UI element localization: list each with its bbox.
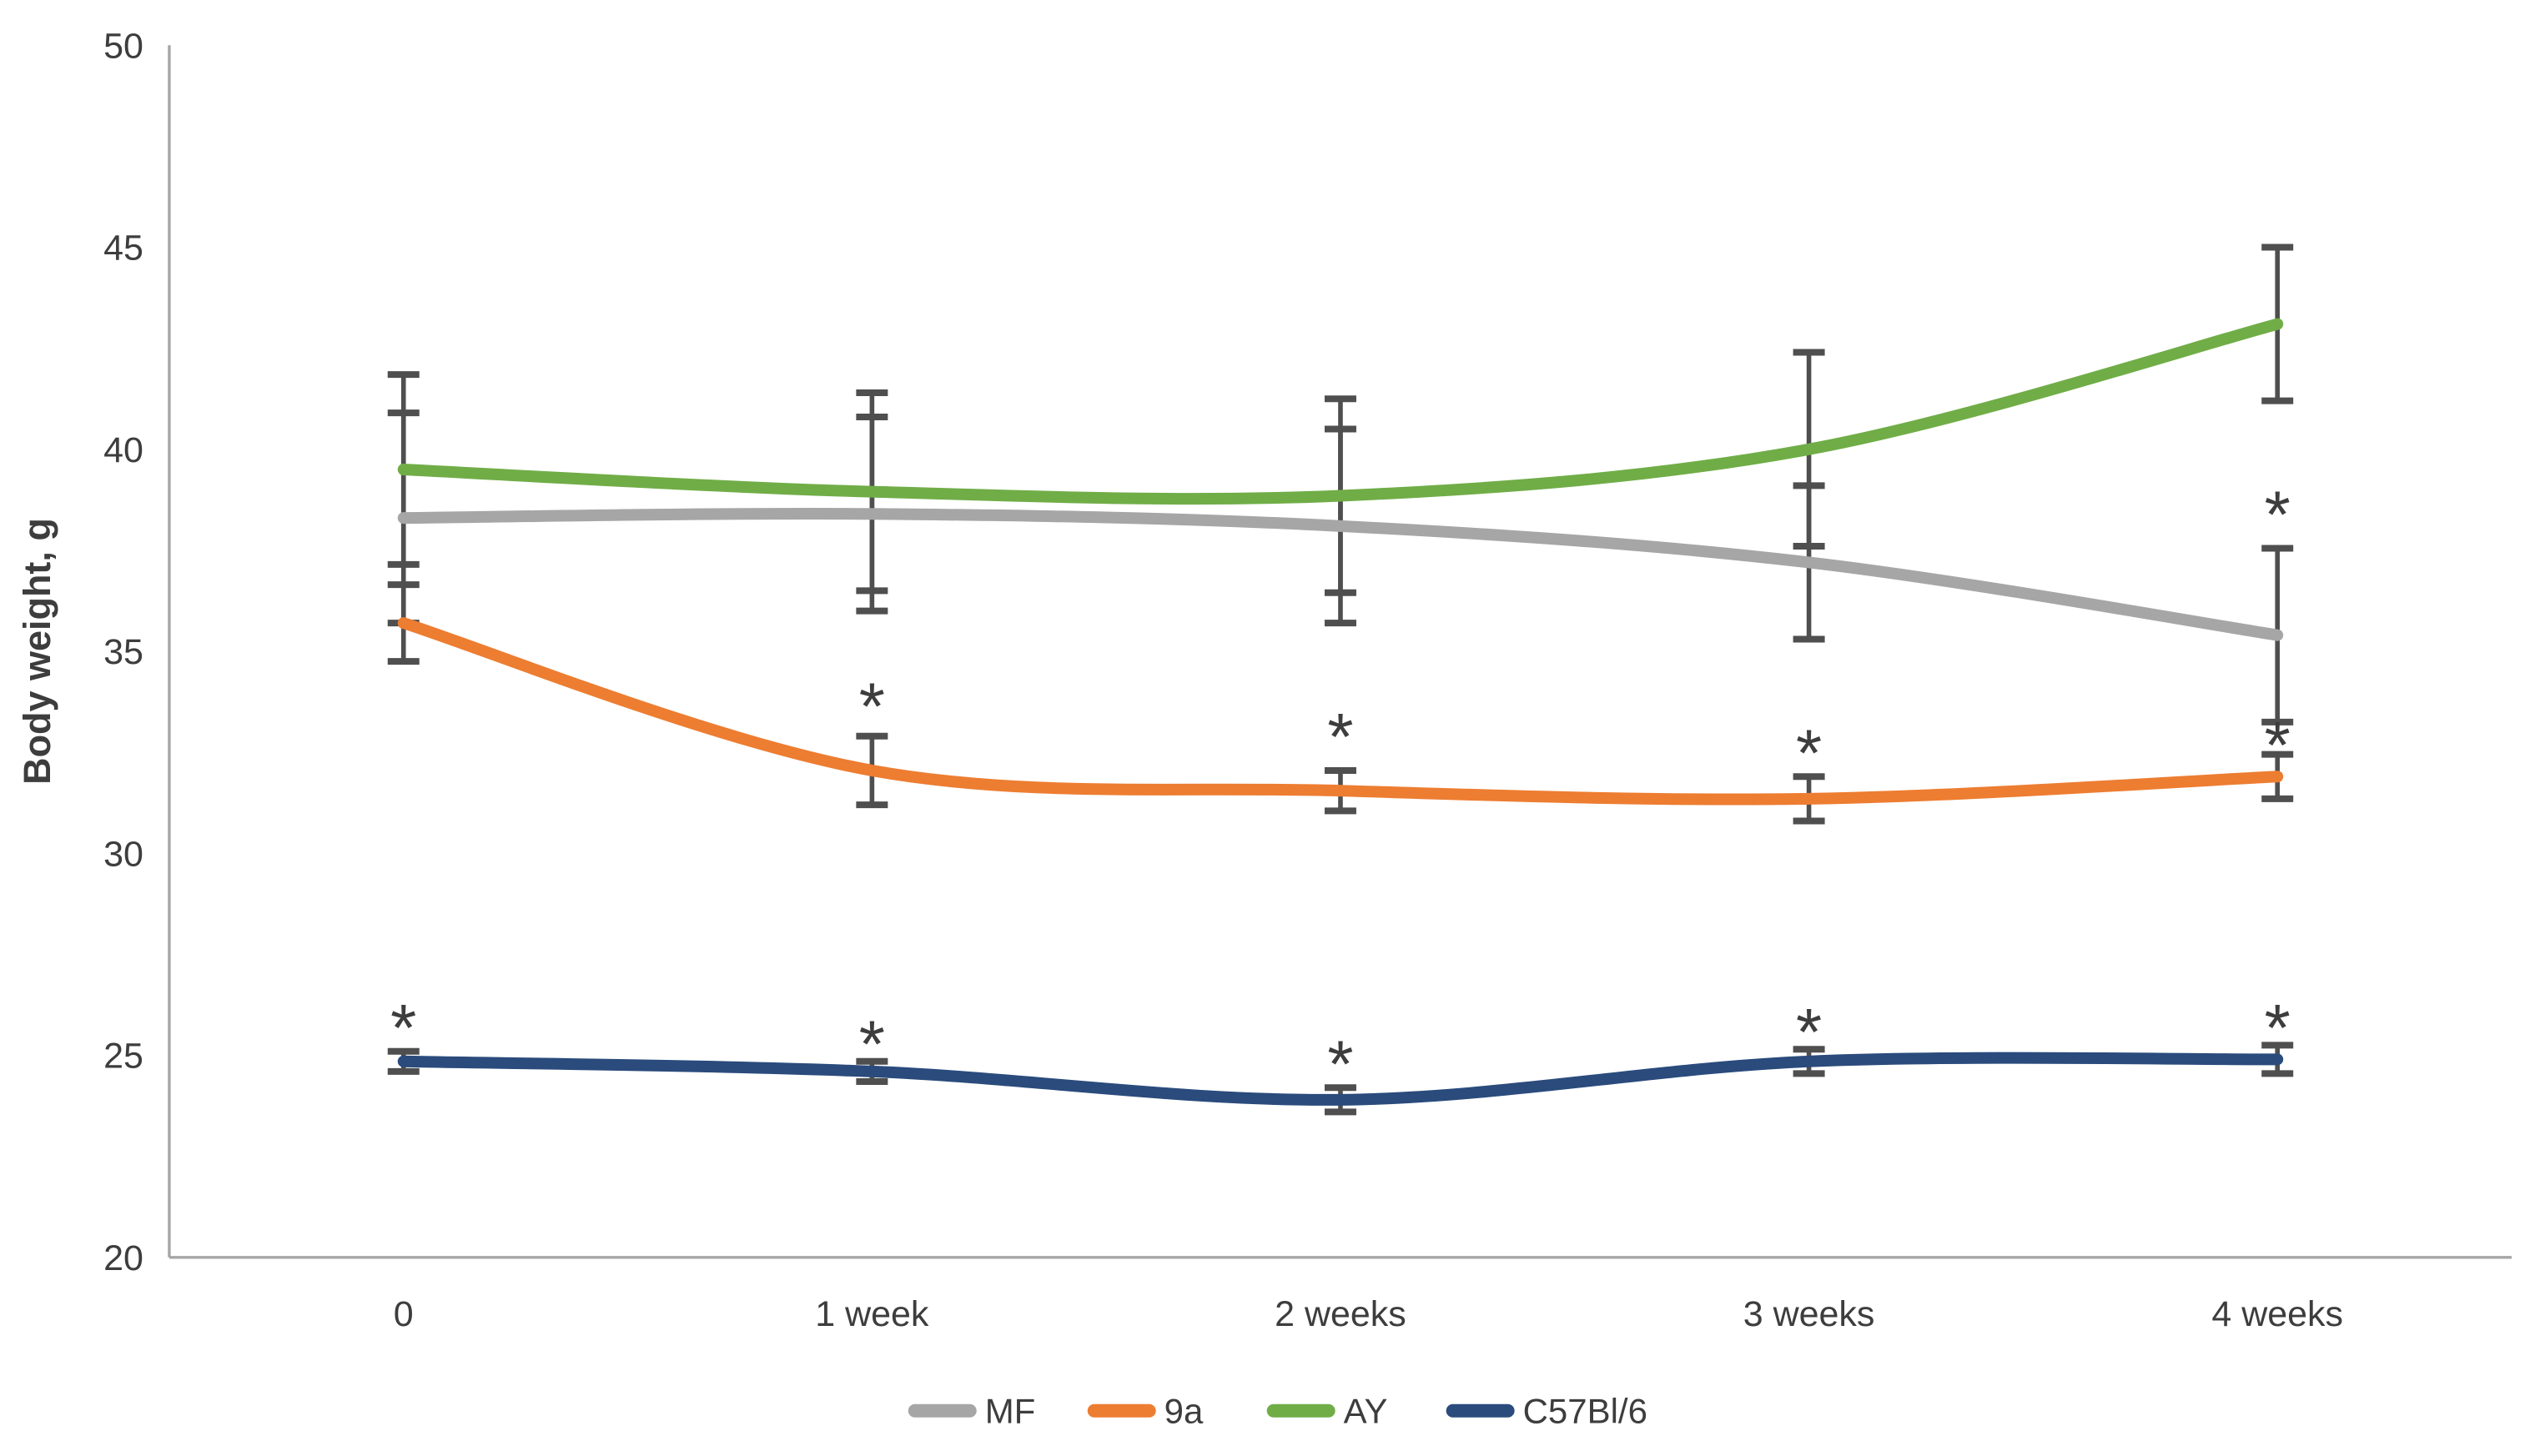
significance-asterisk: * [1796, 715, 1822, 790]
significance-asterisk: * [2265, 991, 2291, 1065]
x-axis-label: 0 [394, 1294, 414, 1334]
significance-marks: * * * * * * * * * * [390, 478, 2291, 1102]
series-line-AY [397, 318, 2284, 505]
legend-label: 9a [1164, 1392, 1204, 1431]
series-line-MF [397, 508, 2284, 641]
y-tick-label: 40 [103, 430, 143, 470]
y-tick-label: 45 [103, 228, 143, 269]
significance-asterisk: * [2265, 478, 2291, 552]
legend: MF 9a AY C57Bl/6 [908, 1392, 1647, 1431]
series-line-9a [397, 617, 2284, 806]
y-tick-label: 25 [103, 1037, 143, 1077]
x-axis-label: 1 week [815, 1294, 929, 1334]
x-axis-labels: 0 1 week 2 weeks 3 weeks 4 weeks [394, 1294, 2343, 1334]
legend-item-AY: AY [1266, 1392, 1388, 1431]
x-axis-label: 4 weeks [2211, 1294, 2343, 1334]
legend-label: MF [985, 1392, 1036, 1431]
significance-asterisk: * [1327, 700, 1353, 774]
significance-asterisk: * [2265, 708, 2291, 782]
significance-asterisk: * [1796, 995, 1822, 1069]
significance-asterisk: * [390, 991, 416, 1065]
legend-item-C57Bl/6: C57Bl/6 [1446, 1392, 1647, 1431]
significance-asterisk: * [859, 670, 885, 744]
y-tick-label: 20 [103, 1238, 143, 1278]
y-axis-title: Body weight, g [16, 518, 58, 785]
y-axis-tick-labels: 50 45 40 35 30 25 20 [103, 26, 143, 1278]
significance-asterisk: * [859, 1007, 885, 1081]
y-tick-label: 30 [103, 834, 143, 874]
x-axis-label: 2 weeks [1275, 1294, 1406, 1334]
legend-label: AY [1344, 1392, 1388, 1431]
x-axis-label: 3 weeks [1743, 1294, 1875, 1334]
series-line-C57Bl/6 [397, 1052, 2284, 1106]
legend-label: C57Bl/6 [1523, 1392, 1647, 1431]
significance-asterisk: * [1327, 1027, 1353, 1102]
y-tick-label: 50 [103, 26, 143, 66]
legend-item-MF: MF [908, 1392, 1036, 1431]
error-bars-AY [387, 244, 2294, 596]
y-tick-label: 35 [103, 632, 143, 672]
legend-item-9a: 9a [1087, 1392, 1204, 1431]
